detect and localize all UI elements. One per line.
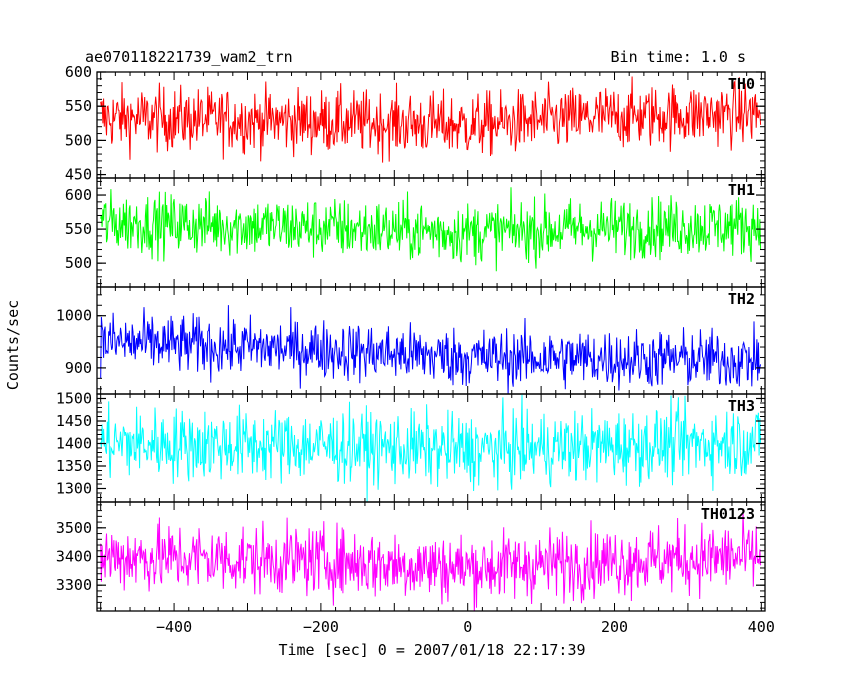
y-tick-label: 550: [65, 220, 92, 238]
series-line-th3: [100, 394, 762, 502]
y-tick-label: 600: [65, 186, 92, 204]
y-tick-label: 500: [65, 131, 92, 149]
series-line-th0: [100, 76, 762, 163]
y-tick-label: 900: [65, 359, 92, 377]
y-tick-label: 550: [65, 97, 92, 115]
panel-label-th1: TH1: [728, 181, 755, 199]
panel-label-th0123: TH0123: [701, 505, 755, 523]
y-tick-label: 1000: [56, 307, 92, 325]
x-axis: −400 −200 0 200 400: [156, 618, 775, 636]
series-line-th1: [100, 187, 762, 272]
panel-th3: 1300 1350 1400 1450 1500 TH3: [56, 390, 766, 503]
y-tick-label: 500: [65, 254, 92, 272]
y-tick-label: 3500: [56, 519, 92, 537]
x-tick-label: −400: [156, 618, 192, 636]
x-axis-label: Time [sec] 0 = 2007/01/18 22:17:39: [278, 641, 585, 659]
y-axis-label: Counts/sec: [4, 300, 22, 390]
y-tick-label: 600: [65, 63, 92, 81]
y-tick-label: 3400: [56, 548, 92, 566]
panel-th2: 900 1000 TH2: [56, 286, 766, 395]
panel-th1: 500 550 600 TH1: [65, 177, 766, 288]
x-tick-label: 400: [748, 618, 775, 636]
y-tick-label: 1450: [56, 412, 92, 430]
series-line-th2: [100, 305, 762, 394]
y-tick-label: 450: [65, 166, 92, 184]
y-tick-label: 1400: [56, 435, 92, 453]
bin-time-label: Bin time: 1.0 s: [611, 48, 746, 66]
panel-label-th3: TH3: [728, 397, 755, 415]
chart-title: ae070118221739_wam2_trn: [85, 48, 293, 66]
panel-label-th0: TH0: [728, 75, 755, 93]
panels-group: 450 500 550 600 TH0 500 550 600 TH1 900 1000 TH2 130…: [56, 63, 766, 612]
panel-label-th2: TH2: [728, 290, 755, 308]
x-tick-label: 200: [601, 618, 628, 636]
y-tick-label: 1300: [56, 480, 92, 498]
y-tick-label: 1500: [56, 390, 92, 408]
x-tick-label: −200: [303, 618, 339, 636]
series-line-th0123: [100, 510, 762, 611]
y-tick-label: 1350: [56, 457, 92, 475]
panel-th0: 450 500 550 600 TH0: [65, 63, 766, 184]
y-tick-label: 3300: [56, 576, 92, 594]
x-tick-label: 0: [463, 618, 472, 636]
panel-th0123: 3300 3400 3500 TH0123: [56, 501, 766, 612]
